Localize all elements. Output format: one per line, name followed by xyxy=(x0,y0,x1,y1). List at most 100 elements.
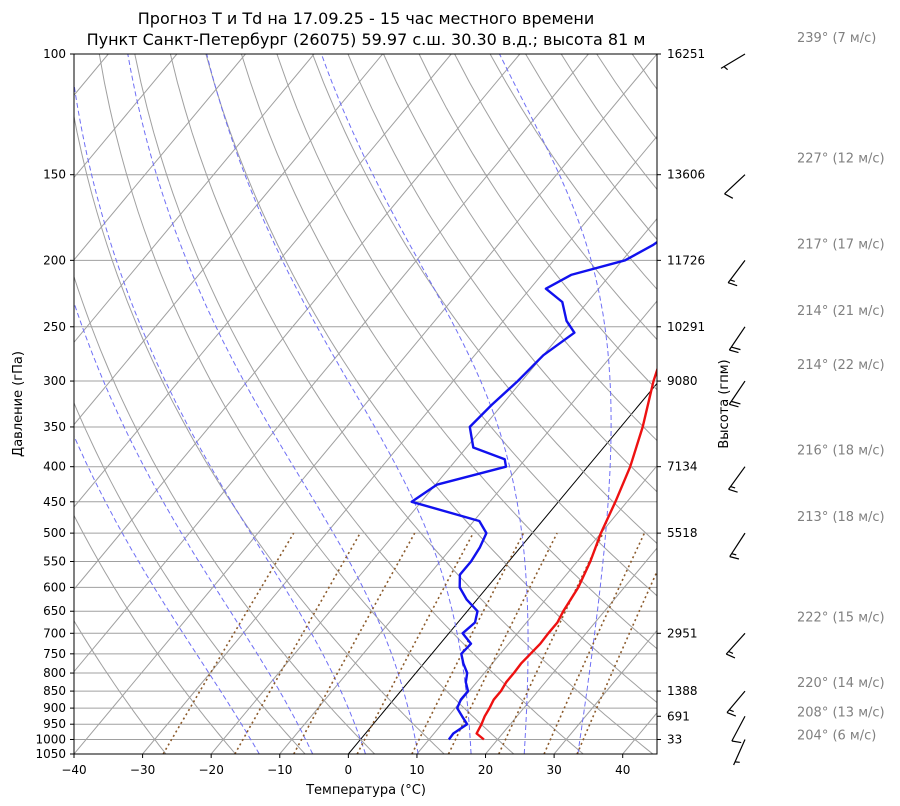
wind-barb xyxy=(728,466,746,493)
moist-adiabat xyxy=(74,80,366,754)
height-label: 5518 xyxy=(667,526,698,540)
wind-barb-feather xyxy=(729,349,739,354)
wind-barb xyxy=(726,690,746,717)
chart-title-line2: Пункт Санкт-Петербург (26075) 59.97 с.ш.… xyxy=(87,30,646,49)
height-label: 10291 xyxy=(667,320,705,334)
height-label: 9080 xyxy=(667,374,698,388)
wind-barb-feather xyxy=(726,653,736,659)
y-tick-label: 700 xyxy=(43,626,66,640)
height-label: 1388 xyxy=(667,684,698,698)
x-tick-label: −10 xyxy=(267,763,292,777)
height-label: 691 xyxy=(667,709,690,723)
mixing-ratio-line xyxy=(576,569,657,754)
dry-adiabat xyxy=(169,54,654,754)
wind-barb-staff xyxy=(724,174,746,195)
wind-barb-staff xyxy=(733,739,746,766)
x-tick-label: −20 xyxy=(199,763,224,777)
wind-label: 216° (18 м/с) xyxy=(797,444,885,459)
height-label: 16251 xyxy=(667,47,705,61)
y-tick-label: 600 xyxy=(43,580,66,594)
y-tick-label: 100 xyxy=(43,47,66,61)
wind-barb-feather xyxy=(731,740,742,744)
x-axis-label: Температура (°C) xyxy=(305,783,426,798)
height-label: 33 xyxy=(667,732,682,746)
dry-adiabat xyxy=(383,54,657,442)
y-tick-label: 650 xyxy=(43,604,66,618)
y-tick-label: 1050 xyxy=(35,747,66,761)
mixing-ratio-line xyxy=(356,532,474,754)
wind-barb xyxy=(733,739,746,766)
plot-frame xyxy=(73,53,658,755)
moist-adiabat xyxy=(74,434,260,754)
y-tick-label: 750 xyxy=(43,647,66,661)
y-tick-label: 300 xyxy=(43,374,66,388)
wind-barb-feather xyxy=(726,711,737,717)
wind-barb xyxy=(731,715,746,744)
mixing-ratio-line xyxy=(411,532,525,754)
wind-barb-staff xyxy=(728,380,746,405)
wind-label: 204° (6 м/с) xyxy=(797,729,876,744)
wind-label: 214° (21 м/с) xyxy=(797,304,885,319)
height-label: 7134 xyxy=(667,460,698,474)
wind-barb-staff xyxy=(720,53,746,69)
wind-barb-staff xyxy=(729,532,746,557)
wind-label: 222° (15 м/с) xyxy=(797,610,885,625)
chart-title-line1: Прогноз T и Td на 17.09.25 - 15 час мест… xyxy=(138,9,594,28)
mixing-ratio-line xyxy=(162,532,295,754)
x-tick-label: 30 xyxy=(546,763,561,777)
wind-barb-feather xyxy=(724,193,734,199)
wind-barb-feather xyxy=(731,346,741,351)
isotherm-line xyxy=(74,54,178,179)
isotherm-line xyxy=(74,54,589,673)
y-axis-right-label: Высота (гпм) xyxy=(717,359,732,448)
dry-adiabat xyxy=(276,54,657,597)
wind-barb-feather xyxy=(731,400,741,405)
moist-adiabat xyxy=(320,54,529,754)
dry-adiabat xyxy=(312,54,657,545)
mixing-ratio-line xyxy=(543,532,646,754)
y-tick-label: 250 xyxy=(43,320,66,334)
wind-barb xyxy=(727,259,746,287)
wind-label: 208° (13 м/с) xyxy=(797,705,885,720)
x-tick-label: 20 xyxy=(478,763,493,777)
dry-adiabat xyxy=(454,54,657,341)
dewpoint-line xyxy=(410,240,657,741)
wind-label: 213° (18 м/с) xyxy=(797,510,885,525)
x-tick-label: 10 xyxy=(409,763,424,777)
dry-adiabat xyxy=(347,54,657,493)
wind-column: 239° (7 м/с) 227° (12 м/с) 217° (17 м/с) 21… xyxy=(720,31,885,766)
wind-barb-feather xyxy=(728,488,738,493)
y-tick-label: 400 xyxy=(43,460,66,474)
wind-barb xyxy=(729,532,746,560)
mixing-ratio-line xyxy=(234,532,361,754)
isotherm-line xyxy=(74,54,315,344)
y-tick-label: 950 xyxy=(43,717,66,731)
wind-label: 239° (7 м/с) xyxy=(797,31,876,46)
axes: −40 −30 −20 −10 0 10 20 30 40 100 150 200 250 300 350 4… xyxy=(35,47,705,777)
wind-barb-feather xyxy=(727,282,738,287)
y-tick-label: 450 xyxy=(43,495,66,509)
wind-barb-feather xyxy=(729,403,739,408)
wind-barb-staff xyxy=(726,690,746,713)
wind-label: 217° (17 м/с) xyxy=(797,237,885,252)
isotherm-line xyxy=(416,464,657,754)
wind-barb-half-feather xyxy=(723,66,728,71)
wind-barb-feather xyxy=(729,556,740,560)
isotherm-line xyxy=(74,54,452,508)
y-tick-label: 150 xyxy=(43,168,66,182)
y-axis-label: Давление (гПа) xyxy=(11,351,26,457)
wind-barb-staff xyxy=(728,466,746,490)
y-tick-label: 800 xyxy=(43,666,66,680)
wind-label: 220° (14 м/с) xyxy=(797,676,885,691)
wind-barb-half-feather xyxy=(728,650,734,654)
wind-barb-staff xyxy=(727,259,746,284)
dry-adiabat xyxy=(205,54,657,704)
y-tick-label: 850 xyxy=(43,684,66,698)
mixing-ratio-line xyxy=(293,532,416,754)
isotherm-line xyxy=(74,54,246,261)
wind-barb xyxy=(728,380,746,408)
isotherm-line xyxy=(74,54,657,754)
dry-adiabat xyxy=(74,619,167,754)
wind-barb-staff xyxy=(728,326,746,351)
wind-barb xyxy=(720,53,746,71)
